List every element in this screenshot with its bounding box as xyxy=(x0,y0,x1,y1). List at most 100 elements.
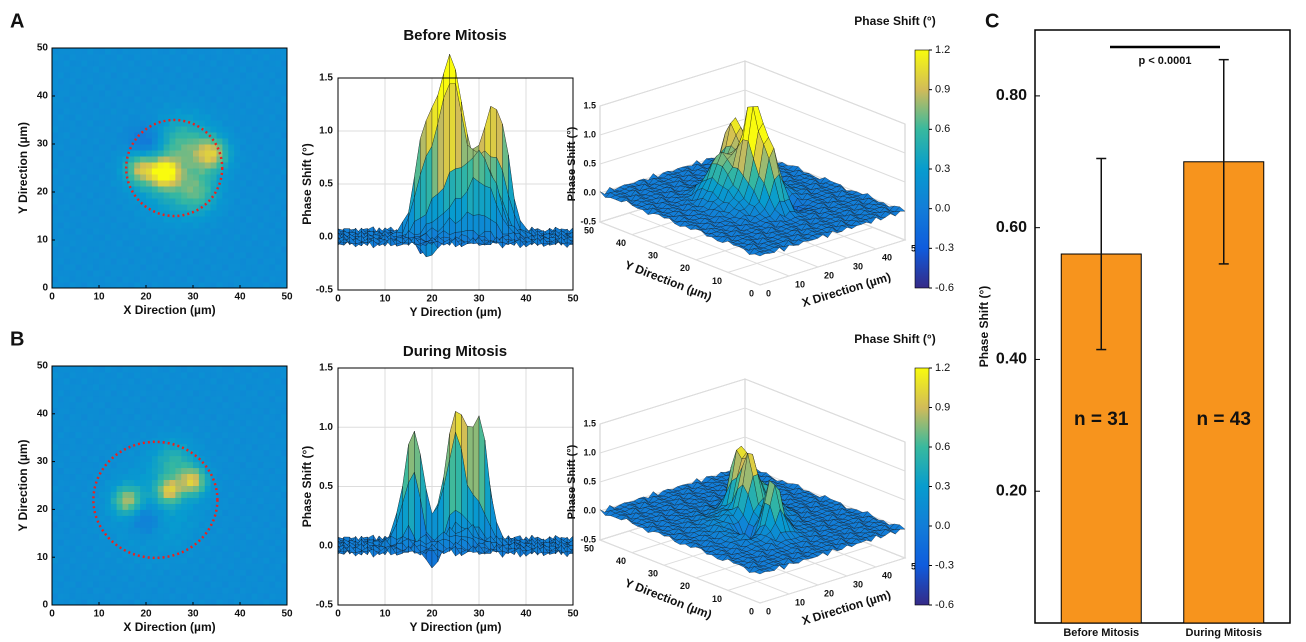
heatmap-cell xyxy=(246,102,252,109)
heatmap-cell xyxy=(99,66,105,73)
heatmap-cell xyxy=(234,168,240,175)
heatmap-cell xyxy=(76,168,82,175)
heatmap-cell xyxy=(81,276,87,283)
heatmap-cell xyxy=(269,192,275,199)
heatmap-cell xyxy=(134,66,140,73)
heatmap-cell xyxy=(175,515,181,521)
heatmap-cell xyxy=(64,480,70,486)
heatmap-cell xyxy=(175,72,181,79)
heatmap-cell xyxy=(264,78,270,85)
heatmap-cell xyxy=(252,468,258,474)
heatmap-cell xyxy=(105,90,111,97)
heatmap-cell xyxy=(269,216,275,223)
heatmap-cell xyxy=(146,252,152,259)
heatmap-cell xyxy=(140,384,146,390)
heatmap-cell xyxy=(158,432,164,438)
heatmap-cell xyxy=(258,384,264,390)
heatmap-cell xyxy=(222,384,228,390)
heatmap-cell xyxy=(146,102,152,109)
heatmap-cell xyxy=(199,569,205,575)
heatmap-cell xyxy=(246,372,252,378)
heatmap-cell xyxy=(117,456,123,462)
heatmap-cell xyxy=(258,420,264,426)
heatmap-cell xyxy=(87,414,93,420)
heatmap-cell xyxy=(170,408,176,414)
heatmap-cell xyxy=(211,366,217,372)
heatmap-cell xyxy=(211,162,217,169)
heatmap-cell xyxy=(269,228,275,235)
heatmap-cell xyxy=(117,138,123,145)
heatmap-cell xyxy=(64,162,70,169)
heatmap-cell xyxy=(117,402,123,408)
heatmap-cell xyxy=(240,210,246,217)
heatmap-cell xyxy=(217,521,223,527)
heatmap-cell xyxy=(111,414,117,420)
x-tick-label: 40 xyxy=(882,252,892,262)
heatmap-cell xyxy=(134,54,140,61)
heatmap-cell xyxy=(158,168,164,175)
heatmap-cell xyxy=(87,581,93,587)
heatmap-cell xyxy=(158,228,164,235)
heatmap-cell xyxy=(128,420,134,426)
heatmap-cell xyxy=(152,90,158,97)
heatmap-cell xyxy=(70,497,76,503)
heatmap-cell xyxy=(170,497,176,503)
heatmap-cell xyxy=(175,438,181,444)
heatmap-cell xyxy=(258,126,264,133)
heatmap-cell xyxy=(93,228,99,235)
heatmap-cell xyxy=(199,66,205,73)
heatmap-cell xyxy=(111,270,117,277)
heatmap-cell xyxy=(187,408,193,414)
heatmap-cell xyxy=(99,138,105,145)
heatmap-cell xyxy=(70,384,76,390)
heatmap-cell xyxy=(164,450,170,456)
heatmap-cell xyxy=(70,168,76,175)
heatmap-cell xyxy=(164,138,170,145)
heatmap-cell xyxy=(146,545,152,551)
heatmap-cell xyxy=(170,168,176,175)
heatmap-cell xyxy=(258,180,264,187)
heatmap-cell xyxy=(64,54,70,61)
heatmap-cell xyxy=(70,264,76,271)
heatmap-cell xyxy=(181,378,187,384)
heatmap-cell xyxy=(170,192,176,199)
x-tick-label: 0 xyxy=(766,288,771,298)
heatmap-cell xyxy=(146,264,152,271)
heatmap-cell xyxy=(164,545,170,551)
heatmap-cell xyxy=(193,527,199,533)
heatmap-cell xyxy=(111,438,117,444)
heatmap-cell xyxy=(70,414,76,420)
y-tick-label: 30 xyxy=(37,139,49,150)
heatmap-cell xyxy=(87,252,93,259)
heatmap-cell xyxy=(105,593,111,599)
heatmap-cell xyxy=(146,575,152,581)
heatmap-cell xyxy=(222,396,228,402)
heatmap-cell xyxy=(217,474,223,480)
heatmap-cell xyxy=(269,180,275,187)
heatmap-cell xyxy=(152,144,158,151)
heatmap-cell xyxy=(58,402,64,408)
heatmap-cell xyxy=(187,168,193,175)
heatmap-cell xyxy=(140,372,146,378)
heatmap-cell xyxy=(275,462,281,468)
heatmap-cell xyxy=(264,444,270,450)
heatmap-cell xyxy=(252,192,258,199)
heatmap-cell xyxy=(234,48,240,55)
heatmap-cell xyxy=(128,402,134,408)
heatmap-cell xyxy=(222,174,228,181)
heatmap-cell xyxy=(246,90,252,97)
heatmap-cell xyxy=(175,60,181,67)
heatmap-cell xyxy=(158,258,164,265)
heatmap-cell xyxy=(58,420,64,426)
heatmap-cell xyxy=(217,575,223,581)
heatmap-cell xyxy=(275,426,281,432)
heatmap-cell xyxy=(81,569,87,575)
heatmap-cell xyxy=(264,48,270,55)
heatmap-cell xyxy=(87,168,93,175)
heatmap-cell xyxy=(275,378,281,384)
heatmap-cell xyxy=(246,108,252,115)
heatmap-cell xyxy=(146,240,152,247)
heatmap-cell xyxy=(87,150,93,157)
heatmap-cell xyxy=(134,156,140,163)
heatmap-cell xyxy=(217,480,223,486)
